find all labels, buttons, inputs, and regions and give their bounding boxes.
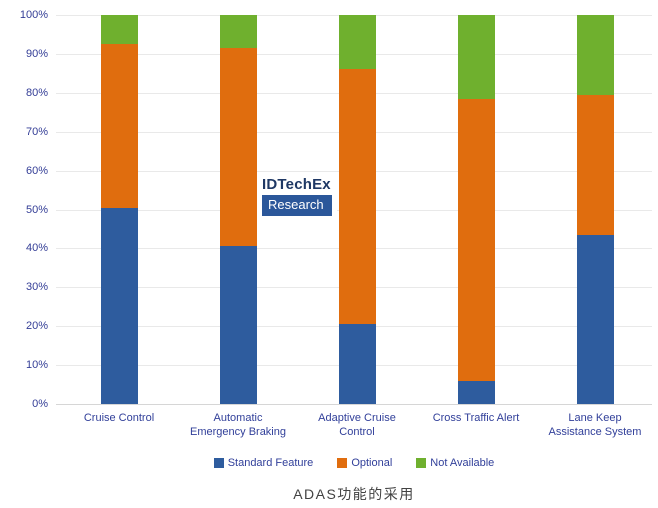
legend: Standard Feature Optional Not Available bbox=[56, 456, 652, 470]
bar-cruise-control bbox=[100, 15, 138, 404]
legend-label: Standard Feature bbox=[227, 457, 314, 469]
y-tick-label-0%: 0% bbox=[32, 398, 48, 410]
gridline-0% bbox=[56, 404, 652, 405]
bar-automatic-emergency-braking bbox=[219, 15, 257, 404]
y-tick-label-50%: 50% bbox=[25, 203, 48, 216]
y-tick-label-60%: 60% bbox=[25, 164, 48, 177]
segment-optional bbox=[100, 44, 138, 208]
y-tick-label-40%: 40% bbox=[25, 242, 48, 255]
segment-standard-feature bbox=[338, 324, 376, 404]
legend-item-standard-feature: Standard Feature bbox=[213, 456, 314, 470]
segment-standard-feature bbox=[457, 380, 495, 404]
watermark-research-badge: Research bbox=[262, 195, 332, 216]
segment-not-available bbox=[576, 15, 614, 95]
segment-optional bbox=[338, 69, 376, 325]
segment-standard-feature bbox=[100, 207, 138, 404]
y-tick-label-30%: 30% bbox=[25, 281, 48, 294]
segment-standard-feature bbox=[219, 246, 257, 404]
legend-label: Not Available bbox=[430, 457, 495, 469]
segment-not-available bbox=[338, 15, 376, 70]
y-tick-label-70%: 70% bbox=[25, 125, 48, 138]
x-axis: Cruise Control Automatic Emergency Braking… bbox=[56, 411, 652, 445]
y-axis: 0% 10% 20% 30% 40% 50% 60% 70% 80% 90% 100% bbox=[0, 0, 48, 508]
segment-optional bbox=[219, 48, 257, 247]
y-tick-label-80%: 80% bbox=[25, 86, 48, 99]
segment-optional bbox=[576, 94, 614, 235]
legend-label: Optional bbox=[351, 457, 393, 469]
segment-not-available bbox=[457, 15, 495, 99]
segment-optional bbox=[457, 98, 495, 381]
y-tick-label-100%: 100% bbox=[19, 9, 48, 21]
segment-not-available bbox=[219, 15, 257, 49]
plot-area bbox=[56, 15, 652, 405]
y-tick-label-90%: 90% bbox=[25, 47, 48, 60]
legend-swatch-icon bbox=[337, 458, 348, 468]
bar-cross-traffic-alert bbox=[457, 15, 495, 404]
x-category-label: Cruise Control bbox=[83, 412, 155, 424]
x-category-label: Lane Keep Assistance System bbox=[548, 412, 642, 438]
x-category-label: Cross Traffic Alert bbox=[432, 412, 520, 424]
y-tick-label-20%: 20% bbox=[25, 320, 48, 333]
watermark-brand-text: IDTechEx bbox=[262, 176, 331, 193]
bar-lane-keep-assistance-system bbox=[576, 15, 614, 404]
bar-adaptive-cruise-control bbox=[338, 15, 376, 404]
legend-swatch-icon bbox=[213, 458, 224, 468]
watermark: IDTechEx Research bbox=[257, 173, 337, 221]
segment-not-available bbox=[100, 15, 138, 45]
x-category-label: Adaptive Cruise Control bbox=[318, 412, 396, 438]
legend-swatch-icon bbox=[416, 458, 427, 468]
chart-title: ADAS功能的采用 bbox=[293, 486, 415, 502]
legend-item-not-available: Not Available bbox=[416, 456, 494, 470]
segment-standard-feature bbox=[576, 234, 614, 404]
legend-item-optional: Optional bbox=[337, 456, 392, 470]
x-category-label: Automatic Emergency Braking bbox=[190, 412, 286, 438]
y-tick-label-10%: 10% bbox=[25, 359, 48, 372]
